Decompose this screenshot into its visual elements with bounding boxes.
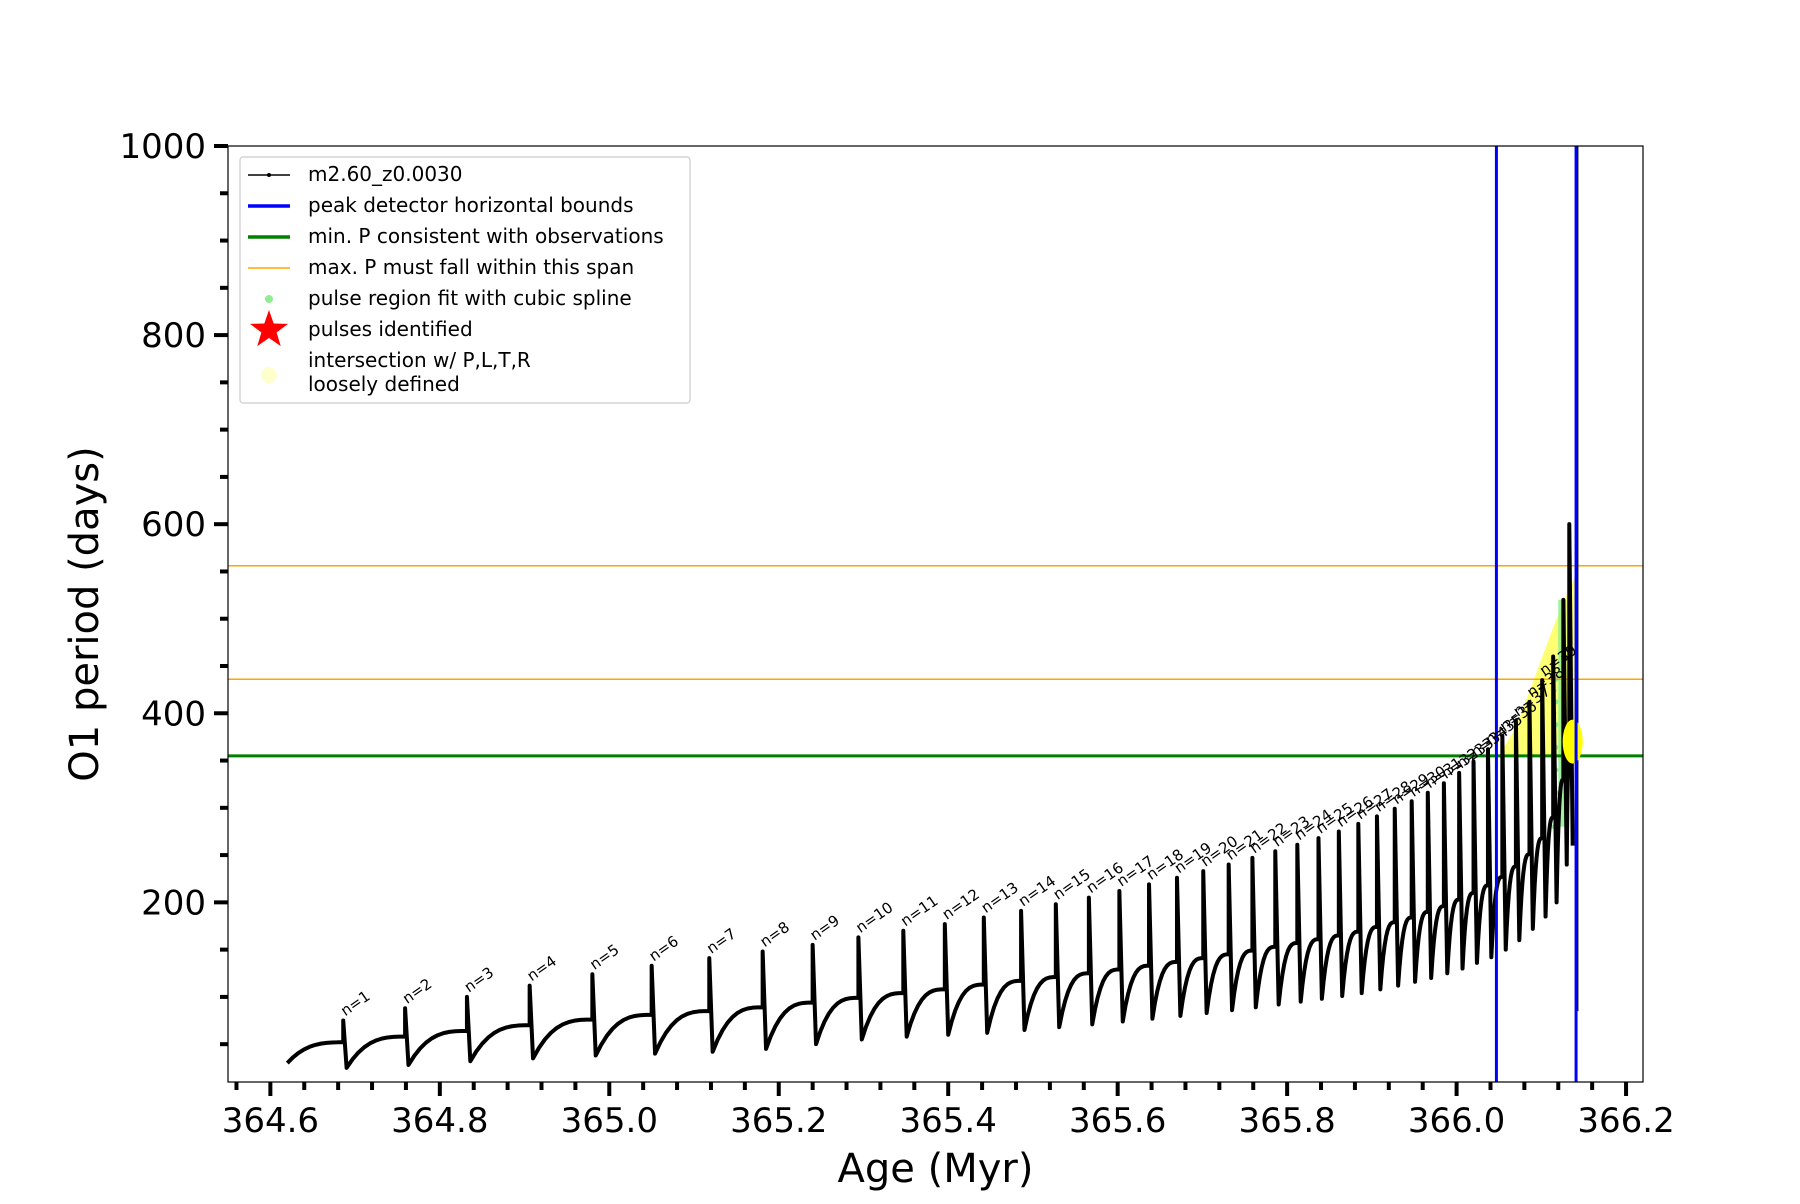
legend-label: peak detector horizontal bounds	[308, 193, 634, 217]
legend-box	[239, 156, 691, 404]
y-tick-label: 1000	[119, 127, 206, 167]
legend-handle-dot	[265, 295, 273, 303]
x-tick-label: 365.4	[900, 1101, 997, 1141]
axes-frame	[227, 145, 1644, 1083]
y-tick-label: 800	[141, 316, 206, 356]
x-tick-label: 364.6	[222, 1101, 319, 1141]
x-tick-label: 366.0	[1408, 1101, 1505, 1141]
legend-handle-marker	[267, 173, 271, 177]
y-tick-label: 600	[141, 505, 206, 545]
y-axis-label: O1 period (days)	[62, 446, 108, 781]
x-tick-label: 365.6	[1069, 1101, 1166, 1141]
series-line-m2.60_z0.0030	[285, 522, 1575, 1070]
legend-handle-dot	[261, 367, 277, 383]
x-tick-label: 365.0	[561, 1101, 658, 1141]
legend-label: pulses identified	[308, 317, 473, 341]
x-tick-label: 366.2	[1577, 1101, 1674, 1141]
intersection-blob	[1562, 719, 1583, 764]
legend-label: pulse region fit with cubic spline	[308, 286, 632, 310]
x-tick-label: 365.8	[1238, 1101, 1335, 1141]
legend-handle-star	[249, 310, 289, 347]
x-axis-label: Age (Myr)	[838, 1146, 1034, 1192]
legend-label: loosely defined	[308, 372, 460, 396]
legend-label: min. P consistent with observations	[308, 224, 664, 248]
axes: 364.6 364.8 365.0 365.2 365.4 365.6 365.8 366.0…	[62, 127, 1675, 1192]
y-tick-label: 200	[141, 883, 206, 923]
x-tick-label: 365.2	[730, 1101, 827, 1141]
y-tick-label: 400	[141, 694, 206, 734]
x-tick-label: 364.8	[391, 1101, 488, 1141]
legend-label: m2.60_z0.0030	[308, 162, 463, 186]
intersection-region	[1498, 576, 1576, 756]
legend-label: intersection w/ P,L,T,R	[308, 348, 531, 372]
legend-label: max. P must fall within this span	[308, 255, 634, 279]
